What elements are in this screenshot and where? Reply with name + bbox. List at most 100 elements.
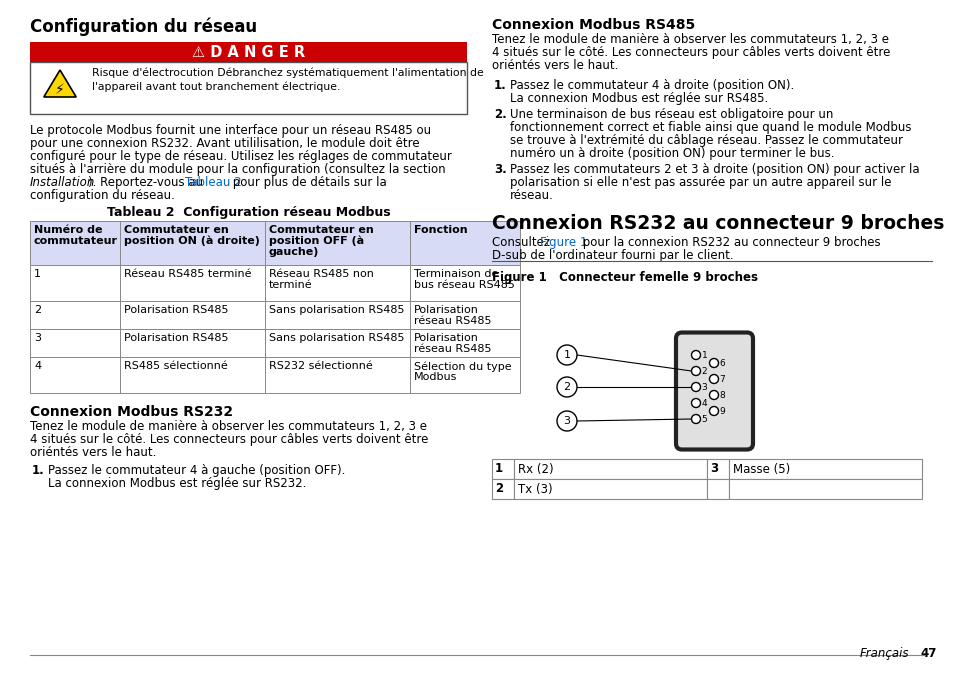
Text: La connexion Modbus est réglée sur RS485.: La connexion Modbus est réglée sur RS485…: [510, 92, 767, 105]
Text: 3: 3: [700, 382, 706, 392]
Text: ⚡: ⚡: [55, 83, 65, 97]
Text: se trouve à l'extrémité du câblage réseau. Passez le commutateur: se trouve à l'extrémité du câblage résea…: [510, 134, 902, 147]
FancyBboxPatch shape: [728, 458, 921, 479]
Text: 1: 1: [563, 350, 570, 360]
Text: oriéntés vers le haut.: oriéntés vers le haut.: [30, 446, 156, 459]
Text: 3.: 3.: [494, 163, 506, 176]
Text: 2.: 2.: [494, 108, 506, 121]
Text: configuration du réseau.: configuration du réseau.: [30, 189, 174, 202]
FancyBboxPatch shape: [30, 301, 120, 329]
FancyBboxPatch shape: [706, 479, 728, 499]
Text: Consultez: Consultez: [492, 236, 554, 249]
Text: Commutateur en: Commutateur en: [124, 225, 229, 235]
Text: Polarisation RS485: Polarisation RS485: [124, 333, 229, 343]
Text: 6: 6: [719, 359, 724, 367]
FancyBboxPatch shape: [410, 357, 519, 393]
Text: RS232 sélectionné: RS232 sélectionné: [269, 361, 373, 371]
Text: Modbus: Modbus: [414, 372, 456, 382]
Text: 1: 1: [34, 269, 41, 279]
Text: Français: Français: [859, 647, 908, 660]
Text: Réseau RS485 non: Réseau RS485 non: [269, 269, 374, 279]
FancyBboxPatch shape: [492, 458, 514, 479]
Text: l'appareil avant tout branchement électrique.: l'appareil avant tout branchement électr…: [91, 82, 340, 92]
Text: Passez le commutateur 4 à gauche (position OFF).: Passez le commutateur 4 à gauche (positi…: [48, 464, 345, 477]
Text: Tableau 2  Configuration réseau Modbus: Tableau 2 Configuration réseau Modbus: [107, 206, 390, 219]
Text: 4: 4: [34, 361, 41, 371]
Text: Figure 1   Connecteur femelle 9 broches: Figure 1 Connecteur femelle 9 broches: [492, 271, 758, 284]
Text: Réseau RS485 terminé: Réseau RS485 terminé: [124, 269, 252, 279]
Text: 3: 3: [709, 462, 718, 476]
Text: Tx (3): Tx (3): [517, 483, 552, 495]
Circle shape: [691, 367, 700, 376]
Text: 2: 2: [563, 382, 570, 392]
Text: D-sub de l'ordinateur fourni par le client.: D-sub de l'ordinateur fourni par le clie…: [492, 249, 733, 262]
Circle shape: [691, 351, 700, 359]
Text: Tenez le module de manière à observer les commutateurs 1, 2, 3 e: Tenez le module de manière à observer le…: [30, 420, 427, 433]
Text: Tableau 2: Tableau 2: [185, 176, 241, 189]
Text: 47: 47: [919, 647, 936, 660]
FancyBboxPatch shape: [410, 329, 519, 357]
Text: numéro un à droite (position ON) pour terminer le bus.: numéro un à droite (position ON) pour te…: [510, 147, 834, 160]
Circle shape: [557, 345, 577, 365]
FancyBboxPatch shape: [676, 332, 752, 450]
FancyBboxPatch shape: [30, 357, 120, 393]
Text: 5: 5: [700, 415, 706, 423]
FancyBboxPatch shape: [30, 62, 467, 114]
Text: Polarisation: Polarisation: [414, 305, 478, 315]
Circle shape: [709, 406, 718, 415]
FancyBboxPatch shape: [120, 357, 265, 393]
FancyBboxPatch shape: [514, 479, 706, 499]
Text: oriéntés vers le haut.: oriéntés vers le haut.: [492, 59, 618, 72]
FancyBboxPatch shape: [706, 458, 728, 479]
Text: Terminaison de: Terminaison de: [414, 269, 497, 279]
FancyBboxPatch shape: [30, 42, 467, 62]
FancyBboxPatch shape: [120, 301, 265, 329]
Text: Fonction: Fonction: [414, 225, 467, 235]
FancyBboxPatch shape: [120, 265, 265, 301]
Text: 7: 7: [719, 374, 724, 384]
Text: gauche): gauche): [269, 247, 319, 257]
Circle shape: [691, 398, 700, 407]
Circle shape: [557, 377, 577, 397]
Text: Connexion Modbus RS485: Connexion Modbus RS485: [492, 18, 695, 32]
Text: RS485 sélectionné: RS485 sélectionné: [124, 361, 228, 371]
FancyBboxPatch shape: [728, 479, 921, 499]
FancyBboxPatch shape: [265, 329, 410, 357]
Text: position OFF (à: position OFF (à: [269, 236, 364, 246]
Circle shape: [709, 390, 718, 400]
Text: 9: 9: [719, 406, 724, 415]
Text: Sélection du type: Sélection du type: [414, 361, 511, 371]
Text: bus réseau RS485: bus réseau RS485: [414, 280, 515, 290]
FancyBboxPatch shape: [120, 221, 265, 265]
Text: position ON (à droite): position ON (à droite): [124, 236, 259, 246]
FancyBboxPatch shape: [30, 221, 120, 265]
FancyBboxPatch shape: [410, 265, 519, 301]
Text: 1.: 1.: [32, 464, 45, 477]
FancyBboxPatch shape: [265, 221, 410, 265]
Circle shape: [691, 382, 700, 392]
Text: Connexion RS232 au connecteur 9 broches: Connexion RS232 au connecteur 9 broches: [492, 214, 943, 233]
Text: Une terminaison de bus réseau est obligatoire pour un: Une terminaison de bus réseau est obliga…: [510, 108, 833, 121]
Circle shape: [709, 374, 718, 384]
Text: Sans polarisation RS485: Sans polarisation RS485: [269, 333, 404, 343]
FancyBboxPatch shape: [492, 479, 514, 499]
Text: 2: 2: [700, 367, 706, 376]
FancyBboxPatch shape: [514, 458, 706, 479]
FancyBboxPatch shape: [410, 301, 519, 329]
Text: 2: 2: [495, 483, 502, 495]
FancyBboxPatch shape: [410, 221, 519, 265]
FancyBboxPatch shape: [265, 301, 410, 329]
Text: Polarisation: Polarisation: [414, 333, 478, 343]
Text: Le protocole Modbus fournit une interface pour un réseau RS485 ou: Le protocole Modbus fournit une interfac…: [30, 124, 431, 137]
Text: Passez le commutateur 4 à droite (position ON).: Passez le commutateur 4 à droite (positi…: [510, 79, 794, 92]
Text: pour plus de détails sur la: pour plus de détails sur la: [229, 176, 386, 189]
Text: Configuration du réseau: Configuration du réseau: [30, 18, 257, 36]
FancyBboxPatch shape: [30, 329, 120, 357]
Text: ). Reportez-vous au: ). Reportez-vous au: [88, 176, 207, 189]
Text: réseau.: réseau.: [510, 189, 554, 202]
Text: pour une connexion RS232. Avant utililisation, le module doit être: pour une connexion RS232. Avant utililis…: [30, 137, 419, 150]
Text: pour la connexion RS232 au connecteur 9 broches: pour la connexion RS232 au connecteur 9 …: [578, 236, 880, 249]
Text: 4: 4: [700, 398, 706, 407]
Text: Numéro de: Numéro de: [34, 225, 102, 235]
FancyBboxPatch shape: [30, 265, 120, 301]
